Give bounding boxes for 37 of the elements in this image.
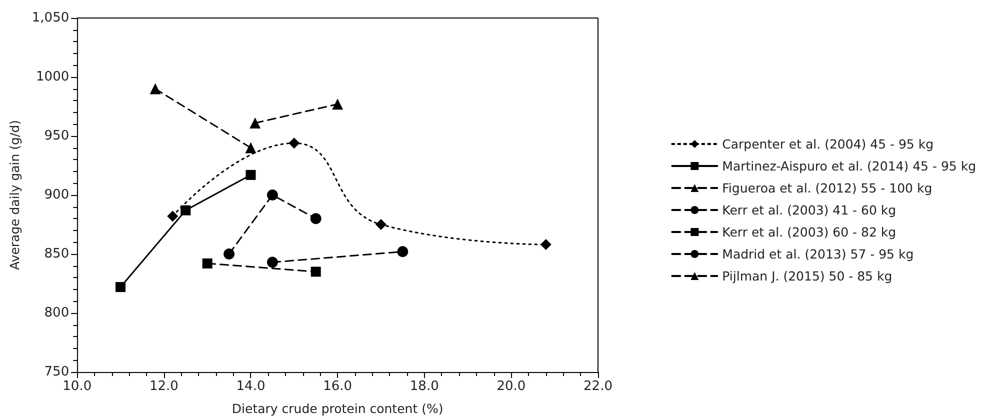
point <box>310 266 321 277</box>
point <box>397 246 408 258</box>
point <box>116 282 126 292</box>
legend-label: Carpenter et al. (2004) 45 - 95 kg <box>722 136 934 152</box>
point <box>310 213 322 224</box>
point <box>288 138 300 149</box>
x-axis-title: Dietary crude protein content (%) <box>232 401 444 416</box>
y-tick-label: 1000 <box>36 70 70 84</box>
x-tick-label: 16.0 <box>323 379 352 394</box>
legend-label: Madrid et al. (2013) 57 - 95 kg <box>722 246 914 262</box>
point <box>375 219 386 230</box>
y-tick-label: 900 <box>44 188 70 202</box>
x-tick-label: 20.0 <box>496 379 526 394</box>
y-tick-label: 850 <box>44 246 70 262</box>
legend-label: Kerr et al. (2003) 41 - 60 kg <box>722 202 896 218</box>
x-tick-label: 14.0 <box>236 379 266 394</box>
point <box>167 210 178 222</box>
point <box>246 170 256 180</box>
legend-label: Kerr et al. (2003) 60 - 82 kg <box>722 224 896 240</box>
legend-label: Pijlman J. (2015) 50 - 85 kg <box>722 268 892 284</box>
point <box>202 258 212 268</box>
x-tick-label: 22.0 <box>584 379 612 394</box>
point <box>540 239 552 250</box>
y-tick-label: 1,050 <box>32 10 70 26</box>
y-tick-label: 750 <box>44 364 70 380</box>
y-axis-title: Average daily gain (g/d) <box>7 120 22 270</box>
x-tick-label: 12.0 <box>149 379 178 394</box>
point <box>224 248 235 260</box>
legend-label: Figueroa et al. (2012) 55 - 100 kg <box>722 180 932 196</box>
legend-label: Martinez-Aispuro et al. (2014) 45 - 95 kg <box>722 158 976 174</box>
y-tick-label: 800 <box>44 306 70 320</box>
x-tick-label: 10.0 <box>62 379 92 394</box>
y-tick-label: 950 <box>44 128 70 144</box>
x-tick-label: 18.0 <box>410 379 439 394</box>
point <box>266 256 278 268</box>
point <box>180 205 191 216</box>
point <box>266 190 278 200</box>
